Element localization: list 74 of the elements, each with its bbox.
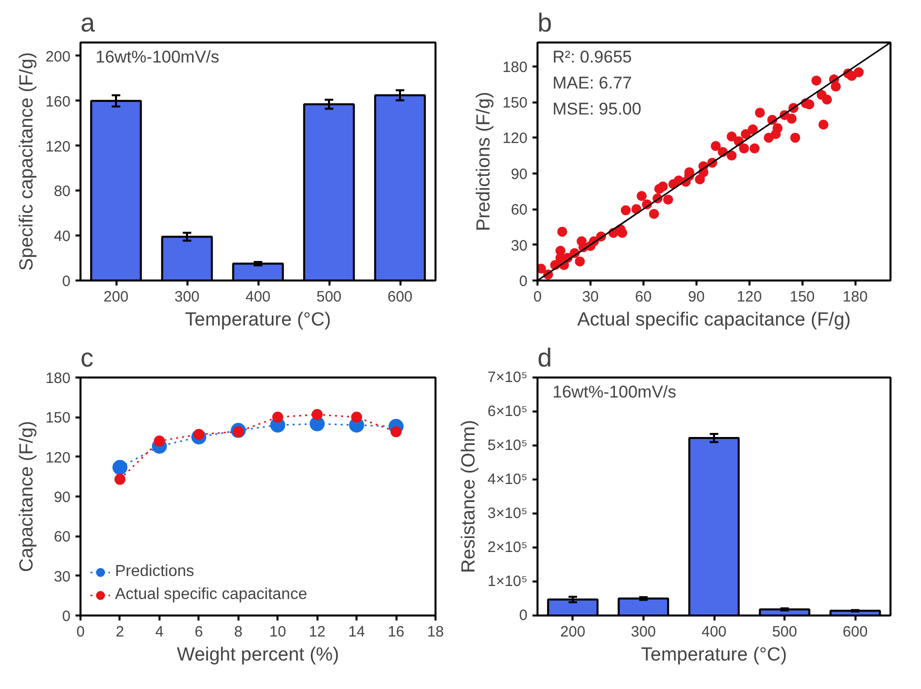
annotation: MAE: 6.77 xyxy=(552,74,632,92)
annotation: 16wt%-100mV/s xyxy=(552,382,676,402)
y-tick-label: 6×10⁵ xyxy=(487,403,528,420)
y-tick-label: 60 xyxy=(54,528,71,546)
y-tick-label: 30 xyxy=(54,568,71,586)
y-tick-label: 3×10⁵ xyxy=(487,505,528,522)
y-tick-label: 180 xyxy=(502,58,528,76)
y-tick-label: 60 xyxy=(510,202,528,219)
x-tick-label: 500 xyxy=(316,288,342,306)
y-tick-label: 2×10⁵ xyxy=(487,539,528,556)
y-tick-label: 1×10⁵ xyxy=(487,573,528,590)
chart-title: a xyxy=(80,8,96,38)
x-tick-label: 600 xyxy=(387,288,413,306)
y-tick-label: 180 xyxy=(45,370,71,387)
x-tick-label: 90 xyxy=(688,288,705,306)
y-tick-label: 80 xyxy=(54,183,71,200)
y-tick-label: 4×10⁵ xyxy=(487,471,528,488)
y-tick-label: 40 xyxy=(54,228,71,246)
annotation: MSE: 95.00 xyxy=(552,100,642,118)
y-axis-title: Resistance (Ohm) xyxy=(458,420,480,574)
y-tick-label: 150 xyxy=(45,410,71,427)
x-tick-label: 600 xyxy=(842,624,868,640)
x-axis-title: Actual specific capacitance (F/g) xyxy=(577,310,851,330)
y-tick-label: 90 xyxy=(510,166,528,183)
x-axis-title: Weight percent (%) xyxy=(176,644,340,666)
x-tick-label: 400 xyxy=(245,288,271,306)
y-tick-label: 120 xyxy=(502,130,528,148)
x-tick-label: 2 xyxy=(116,624,124,640)
y-tick-label: 7×10⁵ xyxy=(487,369,528,386)
x-tick-label: 180 xyxy=(842,288,868,306)
x-tick-label: 200 xyxy=(103,288,129,306)
y-tick-label: 5×10⁵ xyxy=(487,437,528,454)
x-tick-label: 60 xyxy=(635,288,652,306)
x-tick-label: 400 xyxy=(701,624,727,640)
x-tick-label: 6 xyxy=(194,624,204,640)
legend-label: Actual specific capacitance xyxy=(115,586,308,604)
annotation: R²: 0.9655 xyxy=(552,48,632,66)
annotation: 16wt%-100mV/s xyxy=(96,48,220,66)
x-tick-label: 18 xyxy=(427,624,444,640)
chart-title: b xyxy=(538,8,552,38)
x-tick-label: 0 xyxy=(533,288,542,306)
x-axis-title: Temperature (°C) xyxy=(641,644,787,666)
x-tick-label: 30 xyxy=(582,288,599,306)
x-tick-label: 10 xyxy=(269,624,286,640)
chart-title: c xyxy=(80,342,94,372)
y-tick-label: 0 xyxy=(62,273,70,290)
x-tick-label: 14 xyxy=(348,624,365,640)
y-tick-label: 160 xyxy=(45,93,71,110)
chart-title: d xyxy=(538,342,552,372)
y-tick-label: 200 xyxy=(45,48,71,66)
y-axis-title: Predictions (F/g) xyxy=(473,92,494,232)
y-axis-title: Specific capacitance (F/g) xyxy=(16,52,38,271)
y-tick-label: 120 xyxy=(45,449,71,466)
y-tick-label: 120 xyxy=(45,138,71,156)
y-tick-label: 0 xyxy=(519,607,528,624)
y-tick-label: 30 xyxy=(510,237,528,254)
x-tick-label: 16 xyxy=(388,624,404,640)
x-tick-label: 300 xyxy=(630,624,656,640)
x-tick-label: 150 xyxy=(790,288,815,306)
y-tick-label: 0 xyxy=(62,608,70,625)
x-tick-label: 8 xyxy=(234,624,242,640)
y-axis-title: Capacitance (F/g) xyxy=(16,420,38,572)
x-tick-label: 500 xyxy=(772,624,798,640)
x-axis-title: Temperature (°C) xyxy=(185,310,331,330)
x-tick-label: 300 xyxy=(174,288,200,306)
y-tick-label: 150 xyxy=(502,94,528,112)
legend-label: Predictions xyxy=(115,563,194,581)
y-tick-label: 0 xyxy=(519,273,528,290)
y-tick-label: 90 xyxy=(54,489,71,506)
x-tick-label: 0 xyxy=(76,624,85,640)
x-tick-label: 120 xyxy=(736,288,762,306)
x-tick-label: 200 xyxy=(560,624,586,640)
x-tick-label: 4 xyxy=(155,624,164,640)
x-tick-label: 12 xyxy=(308,624,326,640)
